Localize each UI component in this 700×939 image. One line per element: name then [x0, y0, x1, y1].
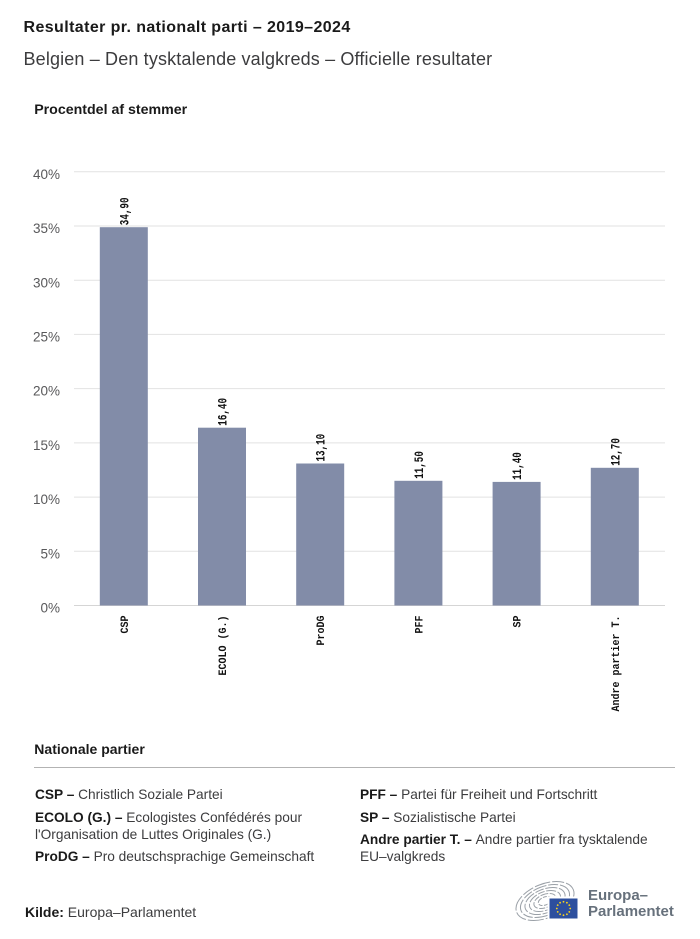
svg-text:30%: 30% — [33, 275, 60, 290]
svg-text:SP: SP — [512, 616, 525, 628]
svg-text:Andre partier T.: Andre partier T. — [610, 616, 623, 712]
svg-text:PFF: PFF — [414, 616, 427, 634]
svg-text:25%: 25% — [33, 330, 60, 345]
svg-text:0%: 0% — [40, 601, 60, 616]
svg-text:11,50: 11,50 — [414, 451, 428, 479]
svg-text:15%: 15% — [33, 438, 60, 453]
svg-text:16,40: 16,40 — [217, 398, 231, 426]
svg-text:13,10: 13,10 — [315, 434, 329, 462]
svg-text:10%: 10% — [33, 492, 60, 507]
svg-text:5%: 5% — [40, 546, 60, 561]
svg-text:CSP: CSP — [119, 616, 132, 634]
svg-text:20%: 20% — [33, 384, 60, 399]
svg-text:ECOLO (G.): ECOLO (G.) — [217, 616, 230, 676]
svg-text:34,90: 34,90 — [119, 197, 133, 225]
svg-text:12,70: 12,70 — [610, 438, 624, 466]
svg-text:11,40: 11,40 — [512, 452, 526, 480]
svg-text:ProDG: ProDG — [316, 616, 329, 646]
svg-text:40%: 40% — [33, 167, 60, 182]
svg-text:35%: 35% — [33, 221, 60, 236]
